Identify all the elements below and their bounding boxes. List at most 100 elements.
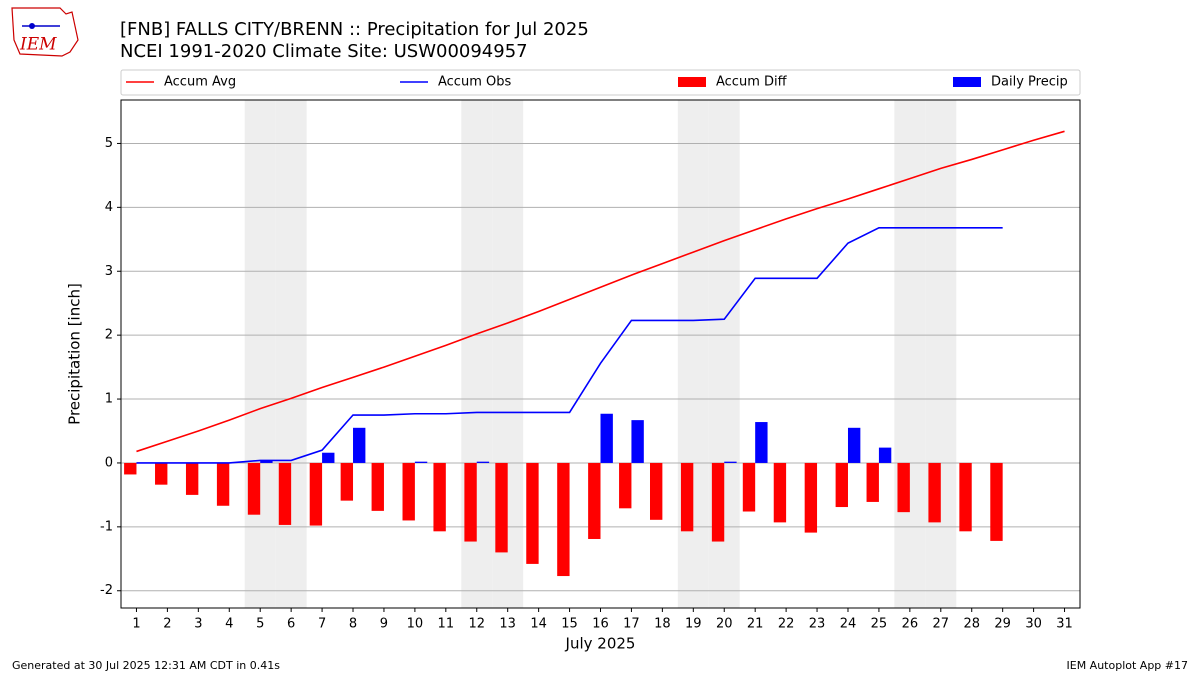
bar [464,462,477,542]
weekend-shade [894,100,926,608]
bar [711,462,725,542]
bar [588,462,601,539]
bar [260,460,273,463]
logo: IEM [11,7,79,57]
x-tick-label: 7 [318,617,326,632]
bar [124,462,137,475]
line [136,226,1003,464]
x-tick-label: 14 [530,617,547,632]
y-axis-label: Precipitation [inch] [66,283,84,425]
x-tick-label: 6 [287,617,295,632]
bar [340,462,354,501]
chart-subtitle: NCEI 1991-2020 Climate Site: USW00094957 [120,41,528,62]
y-tick-label: 4 [105,200,113,215]
x-tick-label: 20 [716,617,733,632]
y-tick-label: 2 [105,328,113,343]
x-tick-label: 17 [623,617,640,632]
bar [724,461,737,463]
x-tick-label: 27 [933,617,950,632]
bar [495,462,508,553]
x-tick-label: 19 [685,617,702,632]
x-tick-label: 26 [902,617,919,632]
bar [866,462,879,502]
x-tick-label: 24 [840,617,857,632]
bar [680,462,694,532]
weekend-shade [925,100,957,608]
bar [371,462,384,511]
x-tick-label: 18 [654,617,671,632]
legend-swatch [953,77,981,87]
bar [433,462,446,532]
legend-label: Daily Precip [991,75,1068,90]
x-tick-label: 21 [747,617,764,632]
bar [835,462,848,508]
x-tick-label: 11 [438,617,455,632]
x-tick-label: 30 [1025,617,1042,632]
y-tick-label: -1 [100,519,113,534]
bar [402,462,415,521]
bar [847,427,861,463]
x-tick-label: 8 [349,617,357,632]
x-axis-label: July 2025 [565,635,636,653]
bar [804,462,818,533]
y-tick-label: 0 [105,455,113,470]
legend-label: Accum Obs [438,75,511,90]
bar [773,462,787,523]
x-tick-label: 13 [499,617,516,632]
bar [322,452,335,463]
bar [309,462,323,526]
bar [247,462,261,515]
legend-box [120,69,1081,96]
bar [557,462,570,577]
bar [278,462,292,525]
weekend-shade [244,100,276,608]
bar [619,462,632,509]
legend-swatch [678,77,706,87]
y-tick-label: 3 [105,264,113,279]
x-tick-label: 9 [380,617,388,632]
bar [878,447,892,463]
y-tick-label: 5 [105,136,113,151]
logo-text: IEM [19,35,57,55]
bar [897,462,910,513]
legend-label: Accum Diff [716,75,788,90]
bar [990,462,1003,541]
weekend-shade [275,100,307,608]
x-tick-label: 1 [132,617,140,632]
x-tick-label: 15 [561,617,578,632]
bar [959,462,972,532]
x-tick-label: 28 [963,617,980,632]
bar [631,420,644,463]
y-tick-label: 1 [105,392,113,407]
x-tick-label: 4 [225,617,233,632]
x-tick-label: 29 [994,617,1011,632]
weekend-shade [677,100,709,608]
x-tick-label: 12 [468,617,485,632]
bar [216,462,230,506]
x-tick-label: 10 [407,617,424,632]
line [136,130,1065,453]
plot-frame [120,99,1081,609]
bar [476,461,490,463]
x-tick-label: 5 [256,617,264,632]
x-tick-label: 23 [809,617,826,632]
x-tick-label: 25 [871,617,888,632]
footer-left: Generated at 30 Jul 2025 12:31 AM CDT in… [12,659,280,672]
x-tick-label: 16 [592,617,609,632]
x-tick-label: 2 [163,617,171,632]
x-tick-label: 3 [194,617,202,632]
footer-right: IEM Autoplot App #17 [1067,659,1189,672]
x-tick-label: 31 [1056,617,1073,632]
bar [526,462,539,564]
bar [185,462,199,495]
bar [742,462,756,512]
chart-title: [FNB] FALLS CITY/BRENN :: Precipitation … [120,19,589,40]
bar [755,422,768,463]
legend-label: Accum Avg [164,75,236,90]
bar [353,427,366,463]
y-tick-label: -2 [100,583,113,598]
x-tick-label: 22 [778,617,795,632]
bar [155,462,168,485]
bar [600,413,613,463]
